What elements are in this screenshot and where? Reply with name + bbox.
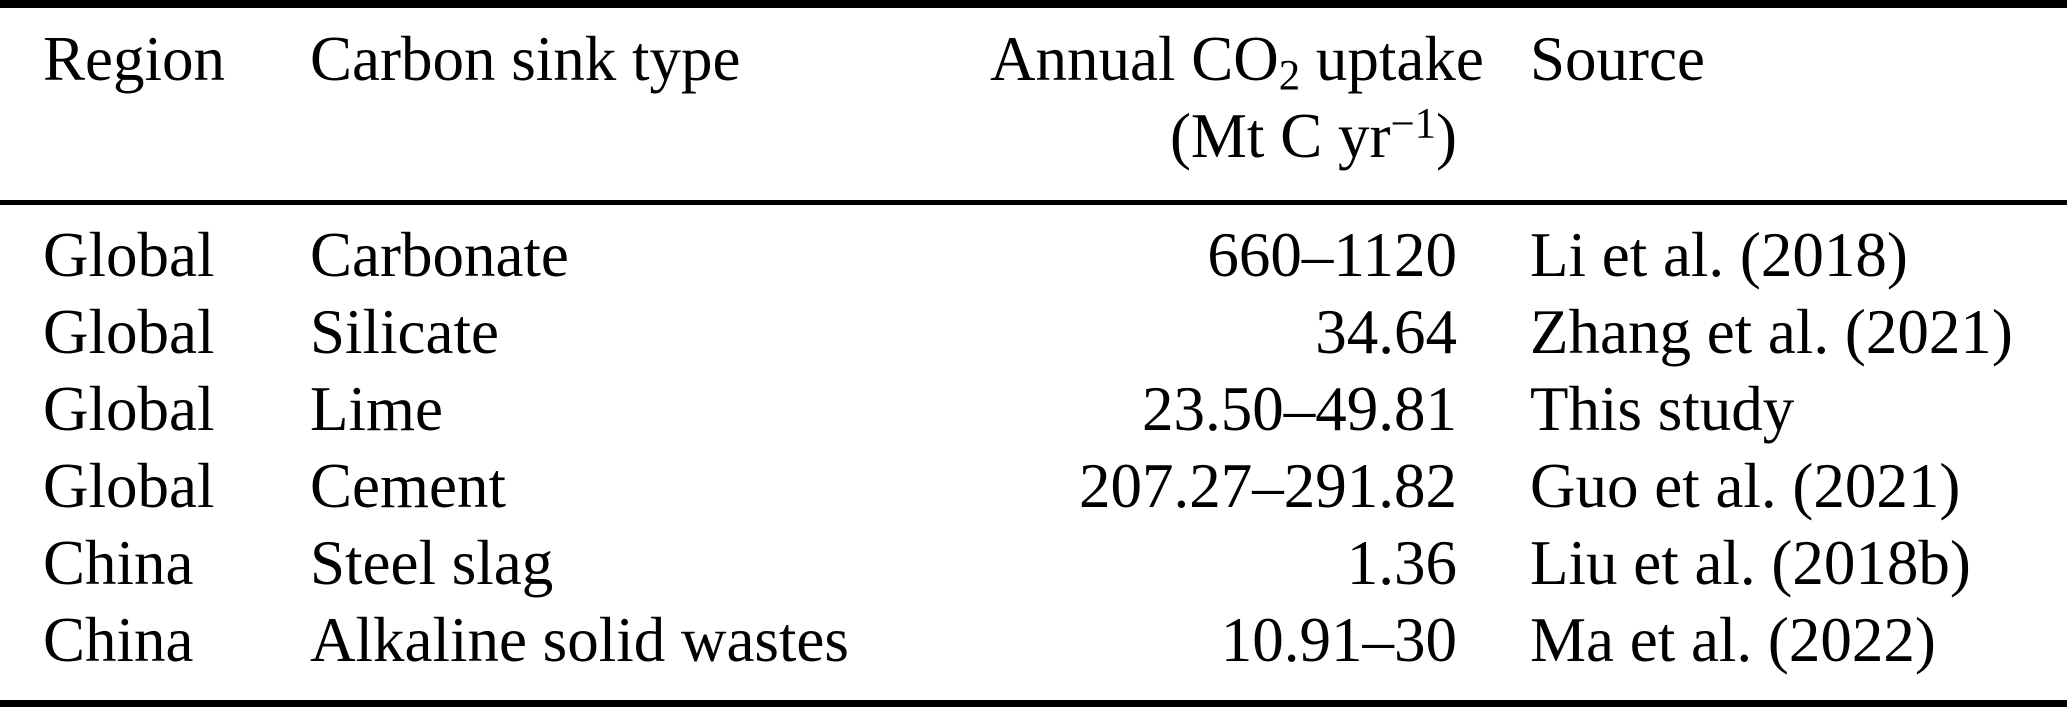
col-header-region-label: Region [43,24,225,94]
cell-sink-type: Alkaline solid wastes [310,605,849,675]
cell-uptake: 23.50–49.81 [1142,374,1457,444]
cell-uptake: 10.91–30 [1220,605,1457,675]
cell-source: Li et al. (2018) [1530,220,1908,290]
cell-sink-type: Lime [310,374,443,444]
table-body: Global Carbonate 660–1120 Li et al. (201… [0,203,2067,704]
table-row: China Steel slag 1.36 Liu et al. (2018b) [0,525,2067,602]
col-header-uptake: Annual CO2 uptake (Mt C yr−1) [990,4,1484,203]
uptake-line1-post: uptake [1300,24,1484,94]
cell-source: This study [1530,374,1795,444]
col-header-uptake-line1: Annual CO2 uptake [990,21,1484,100]
cell-source: Zhang et al. (2021) [1530,297,2013,367]
cell-region: China [43,605,194,675]
cell-sink-type: Carbonate [310,220,569,290]
cell-region: Global [43,451,215,521]
table-row: China Alkaline solid wastes 10.91–30 Ma … [0,602,2067,704]
cell-source: Liu et al. (2018b) [1530,528,1971,598]
col-header-region: Region [0,4,310,203]
cell-sink-type: Steel slag [310,528,554,598]
col-header-source-label: Source [1530,24,1705,94]
cell-source: Guo et al. (2021) [1530,451,1961,521]
cell-source: Ma et al. (2022) [1530,605,1936,675]
cell-region: Global [43,374,215,444]
cell-uptake: 1.36 [1346,528,1457,598]
cell-uptake: 34.64 [1315,297,1457,367]
uptake-line1-pre: Annual CO [990,24,1279,94]
uptake-line2-pre: (Mt C yr [1169,101,1391,171]
co2-subscript: 2 [1278,52,1301,100]
table-row: Global Silicate 34.64 Zhang et al. (2021… [0,294,2067,371]
col-header-sink-type: Carbon sink type [310,4,990,203]
col-header-source: Source [1457,4,2067,203]
uptake-line2-post: ) [1436,101,1457,171]
cell-sink-type: Silicate [310,297,499,367]
cell-uptake: 207.27–291.82 [1079,451,1457,521]
yr-exponent: −1 [1390,100,1437,148]
col-header-sink-type-label: Carbon sink type [310,24,741,94]
table-row: Global Cement 207.27–291.82 Guo et al. (… [0,448,2067,525]
table-row: Global Lime 23.50–49.81 This study [0,371,2067,448]
table-row: Global Carbonate 660–1120 Li et al. (201… [0,203,2067,295]
cell-uptake: 660–1120 [1207,220,1457,290]
cell-region: Global [43,220,215,290]
table-header: Region Carbon sink type Annual CO2 uptak… [0,4,2067,203]
cell-region: Global [43,297,215,367]
cell-region: China [43,528,194,598]
col-header-uptake-line2: (Mt C yr−1) [990,98,1457,175]
header-row: Region Carbon sink type Annual CO2 uptak… [0,4,2067,203]
cell-sink-type: Cement [310,451,506,521]
